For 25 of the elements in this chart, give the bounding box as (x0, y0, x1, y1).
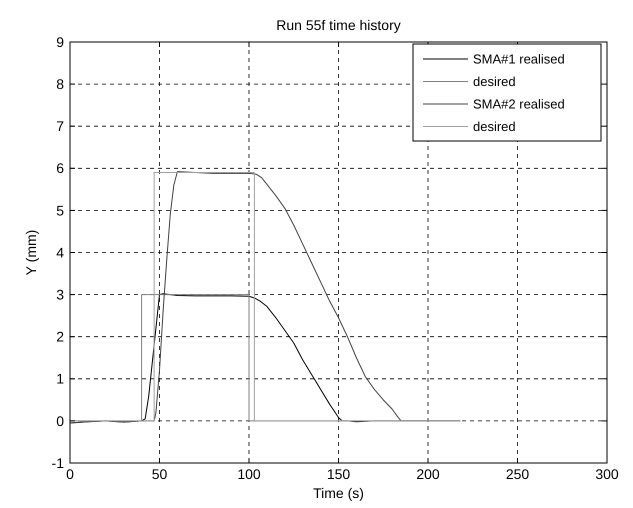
x-tick-label: 200 (416, 466, 440, 482)
y-tick-label: -1 (52, 454, 64, 471)
y-tick-label: 4 (56, 244, 64, 260)
x-tick-label: 50 (152, 466, 168, 482)
y-tick-label: 1 (56, 370, 64, 387)
x-tick-label: 150 (326, 466, 350, 482)
legend-label: desired (473, 74, 516, 90)
x-tick-label: 250 (506, 466, 530, 482)
x-tick-label: 100 (237, 466, 261, 482)
y-tick-label: 7 (56, 118, 64, 134)
y-tick-label: 9 (56, 34, 64, 50)
y-tick-label: 8 (56, 76, 64, 92)
y-tick-label: 2 (56, 328, 64, 345)
x-axis-title: Time (s) (313, 485, 364, 501)
chart-title: Run 55f time history (276, 17, 401, 33)
y-axis-title: Y (mm) (23, 230, 39, 276)
y-tick-label: 3 (56, 286, 64, 302)
x-tick-label: 300 (595, 466, 619, 482)
y-tick-label: 0 (56, 412, 64, 429)
y-tick-label: 5 (56, 202, 64, 218)
legend-label: desired (473, 119, 516, 134)
x-tick-label: 0 (66, 466, 74, 482)
legend-label: SMA#1 realised (473, 52, 565, 67)
y-tick-label: 6 (56, 160, 64, 176)
legend-label: SMA#2 realised (473, 96, 565, 112)
